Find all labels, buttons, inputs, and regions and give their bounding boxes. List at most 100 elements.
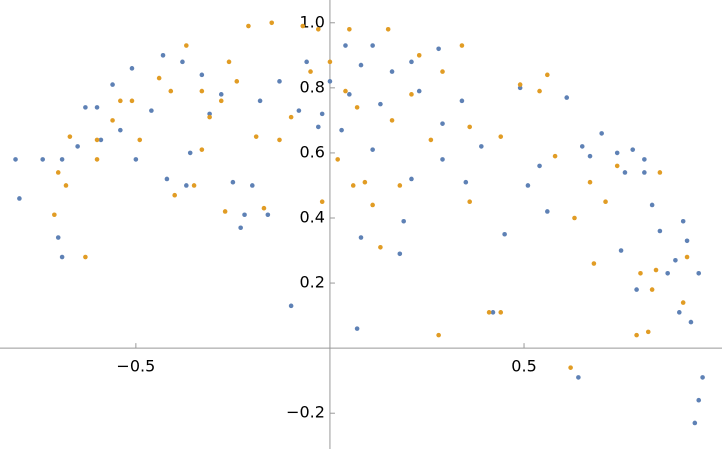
point bbox=[164, 176, 170, 182]
point bbox=[517, 85, 523, 91]
point bbox=[440, 69, 445, 74]
point bbox=[389, 69, 395, 74]
point bbox=[316, 124, 321, 130]
point bbox=[347, 92, 352, 97]
point bbox=[409, 176, 414, 182]
point bbox=[486, 310, 492, 315]
point bbox=[545, 209, 550, 214]
point bbox=[634, 287, 639, 292]
point bbox=[59, 254, 65, 260]
point bbox=[75, 144, 80, 149]
point bbox=[269, 20, 275, 26]
point bbox=[339, 127, 344, 133]
point bbox=[180, 59, 185, 65]
point bbox=[389, 118, 395, 123]
point bbox=[343, 43, 348, 48]
point bbox=[94, 137, 100, 143]
point bbox=[409, 92, 414, 97]
point bbox=[370, 147, 375, 152]
point bbox=[277, 137, 282, 143]
point bbox=[343, 88, 348, 94]
point bbox=[579, 144, 585, 149]
point bbox=[649, 287, 655, 292]
point bbox=[401, 218, 406, 224]
point bbox=[199, 147, 205, 152]
point bbox=[156, 75, 162, 81]
y-tick-label: −0.2 bbox=[286, 403, 325, 422]
point bbox=[416, 88, 422, 94]
point bbox=[587, 153, 593, 159]
point bbox=[67, 134, 73, 139]
point bbox=[630, 147, 636, 152]
point bbox=[246, 23, 251, 29]
point bbox=[129, 66, 135, 71]
point bbox=[129, 98, 135, 104]
x-tick-label: 0.5 bbox=[511, 357, 536, 376]
point bbox=[191, 183, 197, 188]
point bbox=[242, 212, 247, 218]
point bbox=[253, 134, 259, 139]
point bbox=[378, 244, 383, 250]
point bbox=[603, 199, 608, 205]
point bbox=[118, 98, 123, 104]
point bbox=[428, 137, 434, 143]
point bbox=[463, 179, 469, 185]
point bbox=[525, 183, 531, 188]
point bbox=[545, 72, 550, 78]
point bbox=[397, 251, 403, 257]
point bbox=[657, 228, 663, 234]
point bbox=[599, 131, 604, 136]
point bbox=[149, 108, 154, 113]
point bbox=[696, 397, 702, 403]
point bbox=[576, 375, 581, 380]
point bbox=[288, 303, 294, 309]
point bbox=[257, 98, 263, 104]
point bbox=[184, 183, 189, 188]
point bbox=[234, 79, 240, 84]
point bbox=[137, 137, 143, 143]
point bbox=[94, 105, 100, 110]
point bbox=[304, 59, 309, 65]
point bbox=[354, 326, 360, 331]
point bbox=[498, 134, 504, 139]
point bbox=[642, 157, 647, 162]
point bbox=[296, 108, 302, 113]
point bbox=[222, 209, 228, 214]
point bbox=[517, 82, 523, 87]
point bbox=[98, 137, 104, 143]
point bbox=[416, 53, 422, 58]
point bbox=[622, 170, 628, 175]
point bbox=[110, 118, 115, 123]
point bbox=[230, 179, 236, 185]
point bbox=[52, 212, 57, 218]
point bbox=[568, 365, 573, 370]
point bbox=[55, 235, 61, 240]
y-tick-label: 0.6 bbox=[299, 142, 324, 161]
point bbox=[327, 59, 333, 65]
point bbox=[59, 157, 65, 162]
point bbox=[238, 225, 243, 231]
point bbox=[665, 271, 670, 276]
point bbox=[645, 329, 651, 335]
point bbox=[614, 163, 620, 169]
point bbox=[673, 257, 678, 263]
point bbox=[160, 53, 166, 58]
point bbox=[316, 26, 321, 32]
point bbox=[184, 43, 189, 48]
point bbox=[436, 46, 441, 52]
point bbox=[187, 150, 193, 156]
point bbox=[17, 196, 22, 201]
point bbox=[55, 170, 61, 175]
point bbox=[110, 82, 115, 87]
point bbox=[199, 88, 205, 94]
point bbox=[133, 157, 139, 162]
point bbox=[288, 114, 294, 120]
point bbox=[537, 163, 542, 169]
point bbox=[335, 157, 341, 162]
point bbox=[459, 98, 465, 104]
point bbox=[327, 79, 333, 84]
point bbox=[680, 218, 686, 224]
point bbox=[642, 170, 647, 175]
point bbox=[467, 199, 472, 205]
